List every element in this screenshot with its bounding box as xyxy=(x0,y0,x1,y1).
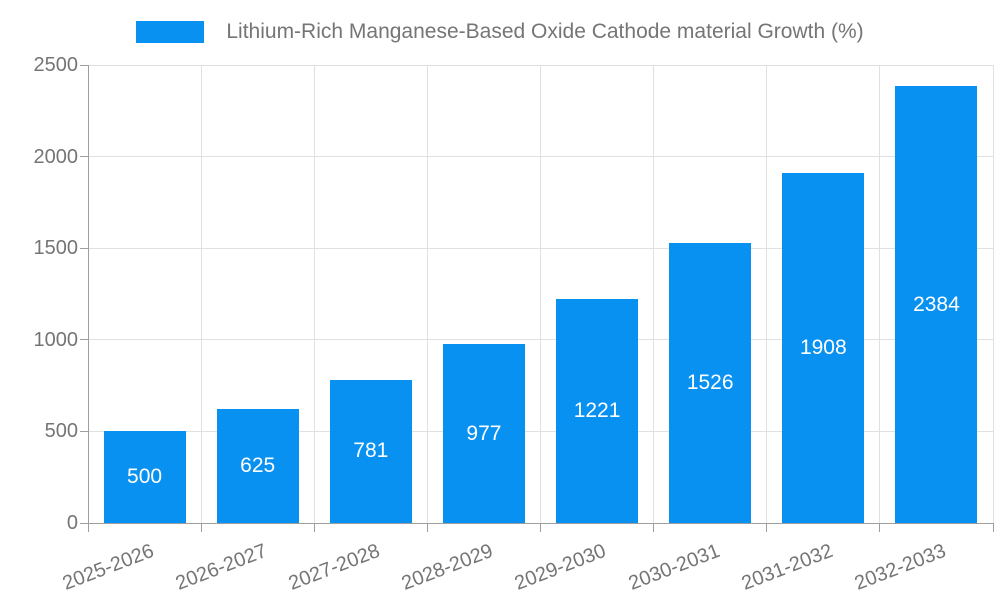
bar-value-label: 625 xyxy=(240,453,276,477)
bar-value-label: 500 xyxy=(127,465,163,489)
legend-label: Lithium-Rich Manganese-Based Oxide Catho… xyxy=(226,20,864,43)
bar-value-label: 977 xyxy=(466,421,502,445)
y-axis-line xyxy=(88,65,89,523)
legend[interactable]: Lithium-Rich Manganese-Based Oxide Catho… xyxy=(0,19,1000,45)
x-axis-label: 2029-2030 xyxy=(512,539,610,595)
x-axis-tick xyxy=(879,523,881,532)
x-gridline xyxy=(426,65,428,523)
x-axis-tick xyxy=(766,523,768,532)
bar-value-label: 1908 xyxy=(799,336,847,360)
bar-value-label: 781 xyxy=(353,439,389,463)
x-axis-label: 2027-2028 xyxy=(285,539,384,595)
y-axis-tick xyxy=(80,156,88,158)
y-axis-tick xyxy=(80,64,88,66)
y-axis-label: 500 xyxy=(44,420,78,443)
x-axis-tick xyxy=(540,523,541,532)
y-axis-label: 1500 xyxy=(33,237,79,260)
y-axis-label: 2000 xyxy=(33,145,79,168)
x-axis-tick xyxy=(200,523,202,532)
bar xyxy=(103,431,186,523)
x-gridline xyxy=(653,65,655,523)
y-axis-label: 1000 xyxy=(33,328,79,351)
x-axis-tick xyxy=(426,523,428,532)
bar-value-label: 2384 xyxy=(913,292,960,316)
x-gridline xyxy=(200,65,202,523)
bar xyxy=(216,408,299,523)
x-axis-label: 2025-2026 xyxy=(59,539,157,595)
x-gridline xyxy=(879,65,881,523)
x-axis-label: 2030-2031 xyxy=(625,539,723,595)
x-gridline xyxy=(313,65,315,523)
y-axis-label: 2500 xyxy=(33,54,79,76)
y-axis-tick xyxy=(80,247,88,249)
bar-value-label: 1221 xyxy=(573,399,621,423)
y-axis-label: 0 xyxy=(66,512,78,534)
x-axis-label: 2026-2027 xyxy=(172,539,270,595)
bar xyxy=(782,173,865,523)
bar xyxy=(669,243,752,523)
x-gridline xyxy=(992,65,994,523)
x-gridline xyxy=(540,65,541,523)
x-axis-tick xyxy=(653,523,655,532)
x-axis-tick xyxy=(992,523,994,532)
bar xyxy=(556,299,639,523)
bar xyxy=(329,379,412,523)
x-axis-line xyxy=(88,523,993,524)
x-axis-label: 2032-2033 xyxy=(851,539,949,595)
x-axis-tick xyxy=(87,523,89,532)
bar xyxy=(442,344,525,523)
x-gridline xyxy=(766,65,768,523)
bar xyxy=(895,86,978,523)
y-axis-tick xyxy=(80,522,88,524)
y-axis-tick xyxy=(80,430,88,432)
bar-value-label: 1526 xyxy=(686,371,734,395)
x-axis-label: 2028-2029 xyxy=(398,539,497,595)
y-axis-tick xyxy=(80,339,88,341)
x-axis-label: 2031-2032 xyxy=(738,539,836,595)
x-axis-tick xyxy=(313,523,315,532)
legend-swatch xyxy=(136,21,205,43)
